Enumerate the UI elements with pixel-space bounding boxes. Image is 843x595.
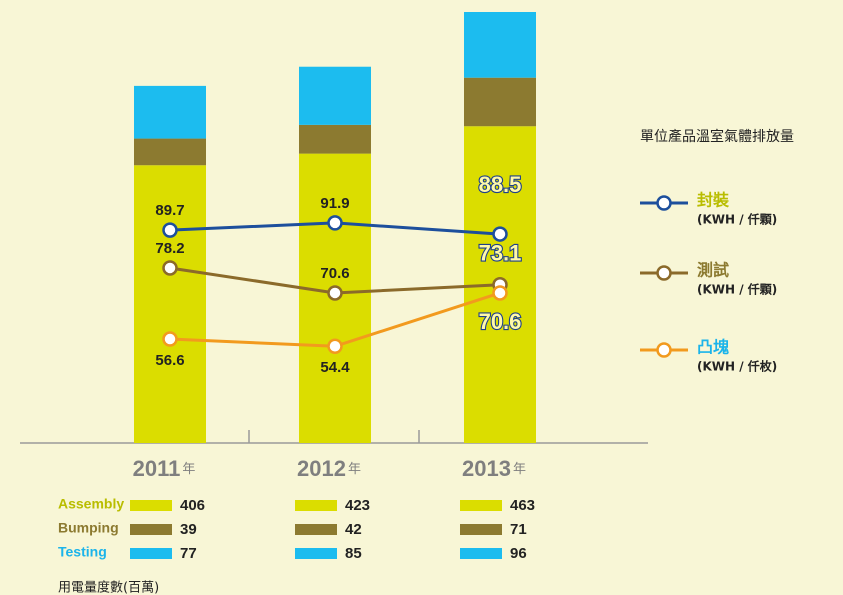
table-swatch xyxy=(460,524,502,535)
category-suffix: 年 xyxy=(513,461,526,476)
table-value: 423 xyxy=(345,497,370,514)
line-point xyxy=(327,285,343,301)
table-swatch xyxy=(295,548,337,559)
line-point xyxy=(162,331,178,347)
point-label: 73.1 xyxy=(479,241,522,266)
point-label: 91.9 xyxy=(320,195,349,212)
bar-segment xyxy=(464,77,536,127)
table-swatch xyxy=(460,548,502,559)
table-value: 406 xyxy=(180,497,205,514)
table-series-name: Bumping xyxy=(58,520,119,536)
table-swatch xyxy=(295,524,337,535)
legend-name: 測試 xyxy=(697,261,729,280)
line-point xyxy=(492,285,508,301)
legend-marker xyxy=(656,265,672,281)
bar-segment xyxy=(134,138,206,166)
bar-segment xyxy=(299,66,371,125)
table-value: 463 xyxy=(510,497,535,514)
legend-unit: (KWH / 仟枚) xyxy=(697,359,777,374)
line-point xyxy=(162,260,178,276)
x-tick-label: 2011 年 xyxy=(133,456,196,481)
line-point xyxy=(492,226,508,242)
legend-marker xyxy=(656,195,672,211)
point-label: 70.6 xyxy=(479,309,522,334)
point-label: 78.2 xyxy=(155,240,184,257)
table-value: 77 xyxy=(180,545,197,562)
line-point xyxy=(327,215,343,231)
point-label: 89.7 xyxy=(155,202,184,219)
point-label: 70.6 xyxy=(320,265,349,282)
table-series-name: Assembly xyxy=(58,496,124,512)
table-value: 42 xyxy=(345,521,362,538)
category: 2012 xyxy=(297,456,346,481)
bar-segment xyxy=(464,12,536,78)
legend-marker xyxy=(656,342,672,358)
table-swatch xyxy=(130,524,172,535)
line-point xyxy=(162,222,178,238)
point-label: 56.6 xyxy=(155,352,184,369)
table-swatch xyxy=(130,500,172,511)
category: 2011 xyxy=(133,456,181,481)
category: 2013 xyxy=(462,456,511,481)
x-tick-label: 2013 年 xyxy=(462,456,526,481)
bar-segment xyxy=(134,85,206,139)
x-tick-label: 2012 年 xyxy=(297,456,361,481)
table-swatch xyxy=(130,548,172,559)
category-suffix: 年 xyxy=(348,461,361,476)
legend-unit: (KWH / 仟顆) xyxy=(697,282,777,297)
table-series-name: Testing xyxy=(58,544,107,560)
legend-name: 封裝 xyxy=(697,191,730,210)
bar-segment xyxy=(299,124,371,154)
line-point xyxy=(327,338,343,355)
category-suffix: 年 xyxy=(182,461,195,476)
table-swatch xyxy=(295,500,337,511)
point-label: 88.5 xyxy=(479,172,522,197)
table-value: 39 xyxy=(180,521,197,538)
legend-title: 單位產品溫室氣體排放量 xyxy=(640,128,794,145)
table-value: 96 xyxy=(510,545,527,562)
table-value: 71 xyxy=(510,521,527,538)
legend-name: 凸塊 xyxy=(697,338,729,357)
unit-note: 用電量度數(百萬) xyxy=(58,580,159,595)
legend-unit: (KWH / 仟顆) xyxy=(697,212,777,227)
table-value: 85 xyxy=(345,545,362,562)
point-label: 54.4 xyxy=(320,359,350,376)
bar-segment xyxy=(134,165,206,443)
table-swatch xyxy=(460,500,502,511)
